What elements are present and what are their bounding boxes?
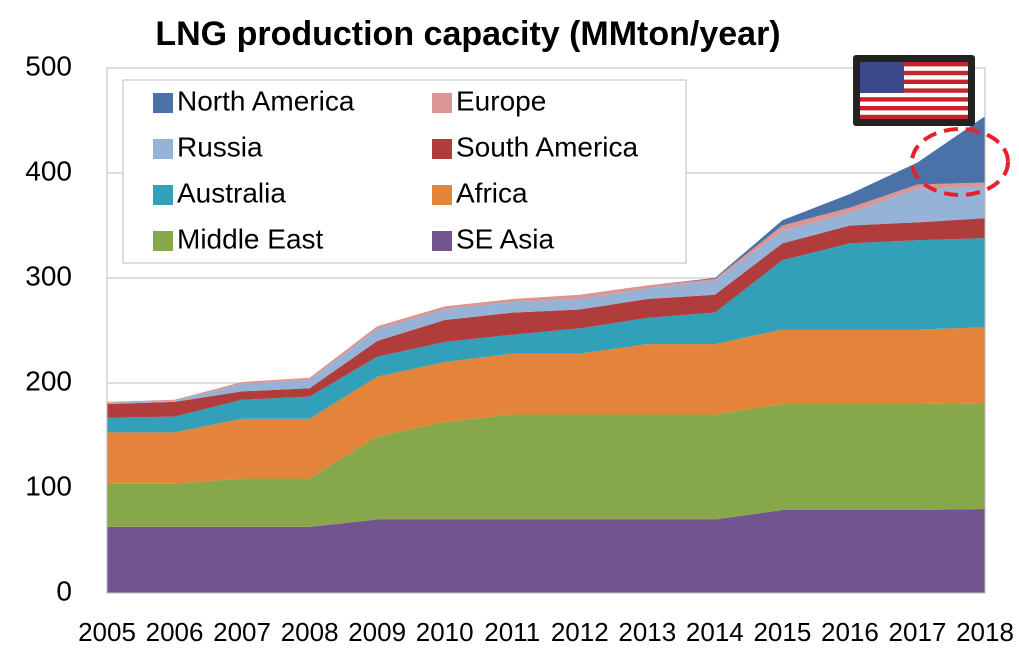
legend-swatch bbox=[432, 93, 452, 113]
areas bbox=[107, 116, 985, 593]
legend-swatch bbox=[153, 185, 173, 205]
x-tick-label: 2005 bbox=[78, 617, 136, 647]
legend-label: South America bbox=[456, 131, 639, 162]
x-tick-label: 2016 bbox=[821, 617, 879, 647]
y-tick-label: 200 bbox=[25, 365, 72, 396]
legend-swatch bbox=[153, 93, 173, 113]
legend-label: North America bbox=[177, 85, 355, 116]
x-tick-label: 2007 bbox=[213, 617, 271, 647]
area bbox=[107, 186, 985, 404]
legend-label: Europe bbox=[456, 85, 546, 116]
area bbox=[107, 402, 985, 527]
x-tick-label: 2006 bbox=[146, 617, 204, 647]
legend-label: Middle East bbox=[177, 223, 324, 254]
legend-swatch bbox=[153, 231, 173, 251]
flag bbox=[853, 55, 975, 126]
x-tick-label: 2012 bbox=[551, 617, 609, 647]
legend-label: SE Asia bbox=[456, 223, 554, 254]
legend-label: Russia bbox=[177, 131, 263, 162]
y-tick-label: 100 bbox=[25, 470, 72, 501]
flag-canton bbox=[860, 62, 904, 93]
legend-swatch bbox=[432, 185, 452, 205]
highlight-circle bbox=[910, 127, 1010, 197]
x-tick-label: 2011 bbox=[484, 617, 540, 647]
area bbox=[107, 327, 985, 484]
y-tick-label: 500 bbox=[25, 50, 72, 81]
x-tick-label: 2018 bbox=[956, 617, 1014, 647]
legend-swatch bbox=[153, 139, 173, 159]
legend-swatch bbox=[432, 231, 452, 251]
x-tick-label: 2017 bbox=[889, 617, 947, 647]
flag-stripe bbox=[860, 84, 968, 89]
x-tick-label: 2014 bbox=[686, 617, 744, 647]
area bbox=[107, 218, 985, 418]
x-tick-label: 2009 bbox=[348, 617, 406, 647]
x-tick-label: 2015 bbox=[753, 617, 811, 647]
legend-label: Australia bbox=[177, 177, 286, 208]
y-tick-label: 300 bbox=[25, 260, 72, 291]
flag-stripe bbox=[860, 75, 968, 80]
x-tick-label: 2008 bbox=[281, 617, 339, 647]
y-tick-label: 0 bbox=[56, 575, 72, 606]
legend-box bbox=[122, 79, 687, 264]
legend-swatch bbox=[432, 139, 452, 159]
area bbox=[107, 509, 985, 593]
plot-border bbox=[106, 67, 986, 594]
y-tick-label: 400 bbox=[25, 155, 72, 186]
legend: North America Europe Russia South America Au… bbox=[122, 79, 687, 264]
flag-stripe bbox=[860, 92, 968, 98]
x-tick-label: 2013 bbox=[618, 617, 676, 647]
area bbox=[107, 238, 985, 433]
legend-label: Africa bbox=[456, 177, 528, 208]
flag-stripe bbox=[860, 101, 968, 106]
flag-stripe bbox=[860, 66, 968, 71]
flag-stripe bbox=[860, 110, 968, 115]
chart-title: LNG production capacity (MMton/year) bbox=[155, 15, 780, 53]
x-tick-label: 2010 bbox=[416, 617, 474, 647]
